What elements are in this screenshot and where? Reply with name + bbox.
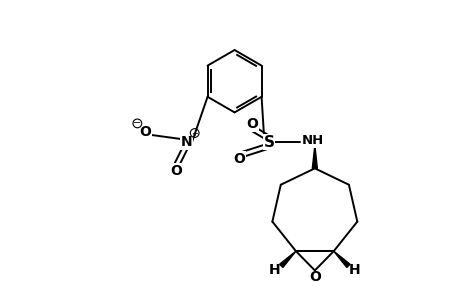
Polygon shape [279,251,295,268]
Text: O: O [246,117,257,131]
Text: H: H [348,262,360,277]
Text: O: O [308,270,320,284]
Text: −: − [133,118,141,128]
Text: +: + [191,128,198,137]
Polygon shape [312,146,317,168]
Text: H: H [269,262,280,277]
Text: O: O [139,125,151,139]
Text: O: O [169,164,181,178]
Text: S: S [263,135,274,150]
Text: O: O [233,152,245,166]
Text: NH: NH [301,134,323,147]
Text: N: N [180,135,192,149]
Polygon shape [333,251,349,268]
